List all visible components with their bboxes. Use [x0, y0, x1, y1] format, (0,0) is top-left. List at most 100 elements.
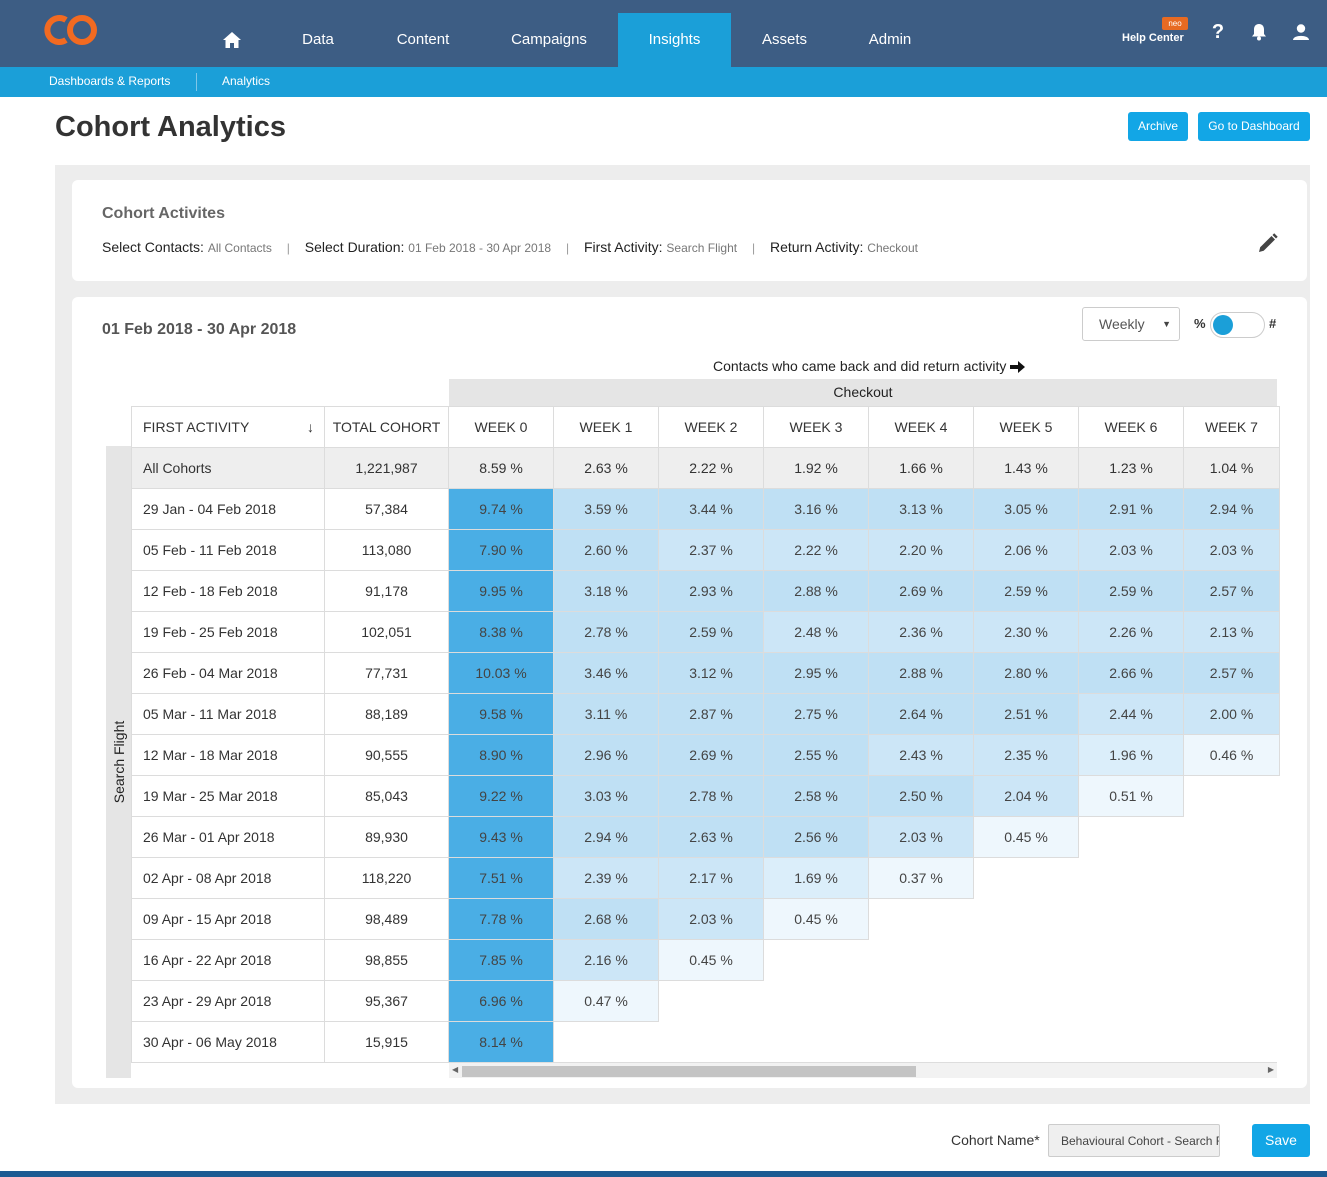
empty-cell [974, 899, 1079, 940]
cohort-week-value: 2.56 % [763, 816, 869, 858]
all-cohorts-week-value: 1.92 % [763, 447, 869, 489]
duration-label: Select Duration: [304, 239, 405, 255]
empty-cell [869, 1022, 974, 1063]
empty-cell [764, 981, 869, 1022]
nav-assets[interactable]: Assets [761, 31, 807, 48]
help-center-link[interactable]: Help Center [1122, 32, 1184, 44]
all-cohorts-week-value: 1.43 % [973, 447, 1079, 489]
cohort-week-value: 2.03 % [1183, 529, 1280, 571]
table-row: 26 Feb - 04 Mar 2018 77,731 10.03 % 3.46 % 3… [131, 652, 1280, 694]
cohort-week-value: 0.45 % [763, 898, 869, 940]
period-select[interactable]: Weekly ▼ [1082, 307, 1180, 341]
contacts-label: Select Contacts: [102, 239, 204, 255]
cohort-week-value: 3.18 % [553, 570, 659, 612]
nav-admin[interactable]: Admin [868, 31, 912, 48]
table-row: 05 Feb - 11 Feb 2018 113,080 7.90 % 2.60 % 2… [131, 529, 1280, 571]
table-row: 05 Mar - 11 Mar 2018 88,189 9.58 % 3.11 % 2.… [131, 693, 1280, 735]
empty-cell [554, 1022, 659, 1063]
subnav-analytics[interactable]: Analytics [222, 74, 271, 88]
scroll-right-icon[interactable]: ▶ [1267, 1065, 1274, 1074]
scroll-left-icon[interactable]: ◀ [452, 1065, 459, 1074]
col-week-6: WEEK 6 [1078, 406, 1184, 448]
horizontal-scrollbar[interactable]: ◀ ▶ [449, 1062, 1277, 1078]
archive-button[interactable]: Archive [1128, 112, 1188, 141]
empty-cell [869, 981, 974, 1022]
table-row: 12 Feb - 18 Feb 2018 91,178 9.95 % 3.18 % 2.… [131, 570, 1280, 612]
filter-separator: | [752, 241, 756, 255]
cohort-week-value: 2.43 % [868, 734, 974, 776]
cohort-row-label: 16 Apr - 22 Apr 2018 [131, 939, 325, 981]
all-cohorts-week-value: 2.63 % [553, 447, 659, 489]
cohort-week-value: 2.04 % [973, 775, 1079, 817]
table-row: 19 Feb - 25 Feb 2018 102,051 8.38 % 2.78 % 2… [131, 611, 1280, 653]
cohort-week-value: 2.95 % [763, 652, 869, 694]
col-week-3: WEEK 3 [763, 406, 869, 448]
cohort-row-total: 113,080 [324, 529, 449, 571]
nav-campaigns[interactable]: Campaigns [511, 31, 587, 48]
cohort-week-value: 2.59 % [973, 570, 1079, 612]
toggle-knob [1213, 315, 1233, 335]
arrow-right-icon [1010, 361, 1026, 374]
empty-cell [659, 981, 764, 1022]
scrollbar-thumb[interactable] [462, 1066, 916, 1077]
cohort-row-label: 30 Apr - 06 May 2018 [131, 1021, 325, 1063]
user-icon[interactable] [1289, 20, 1313, 44]
cohort-activities-card: Cohort Activites Select Contacts: All Co… [72, 180, 1307, 281]
empty-cell [764, 1022, 869, 1063]
cohort-week-value: 10.03 % [448, 652, 554, 694]
percent-count-toggle[interactable] [1210, 312, 1265, 338]
cohort-week-value: 0.51 % [1078, 775, 1184, 817]
cohort-week-value: 2.03 % [1078, 529, 1184, 571]
cohort-week-value: 2.69 % [658, 734, 764, 776]
col-week-7: WEEK 7 [1183, 406, 1280, 448]
cohort-week-value: 3.12 % [658, 652, 764, 694]
edit-icon[interactable] [1255, 232, 1279, 256]
cohort-week-value: 9.95 % [448, 570, 554, 612]
cohort-week-value: 2.87 % [658, 693, 764, 735]
cohort-row-label: 29 Jan - 04 Feb 2018 [131, 488, 325, 530]
cohort-week-value: 2.36 % [868, 611, 974, 653]
cohort-row-label: 26 Feb - 04 Mar 2018 [131, 652, 325, 694]
cohort-row-total: 15,915 [324, 1021, 449, 1063]
duration-value: 01 Feb 2018 - 30 Apr 2018 [408, 241, 552, 255]
go-to-dashboard-button[interactable]: Go to Dashboard [1198, 112, 1310, 141]
empty-cell [1184, 776, 1280, 817]
nav-data[interactable]: Data [302, 31, 334, 48]
cohort-row-label: 26 Mar - 01 Apr 2018 [131, 816, 325, 858]
cohort-week-value: 2.03 % [658, 898, 764, 940]
cohort-week-value: 9.74 % [448, 488, 554, 530]
cohort-name-input[interactable] [1048, 1124, 1220, 1157]
cohort-row-total: 102,051 [324, 611, 449, 653]
sub-nav: Dashboards & Reports Analytics [0, 67, 1327, 97]
cohort-table-body: All Cohorts 1,221,987 8.59 % 2.63 % 2.22… [131, 447, 1280, 1063]
cohort-week-value: 3.05 % [973, 488, 1079, 530]
nav-home[interactable] [212, 13, 252, 67]
all-cohorts-week-value: 1.23 % [1078, 447, 1184, 489]
nav-insights[interactable]: Insights [618, 13, 731, 67]
logo-icon[interactable] [38, 10, 102, 50]
col-total-cohort: TOTAL COHORT [324, 406, 449, 448]
help-icon[interactable]: ? [1211, 20, 1225, 43]
first-activity-label: First Activity: [583, 239, 663, 255]
nav-content[interactable]: Content [396, 31, 450, 48]
save-button[interactable]: Save [1252, 1124, 1310, 1157]
cohort-week-value: 2.68 % [553, 898, 659, 940]
empty-cell [974, 858, 1079, 899]
empty-cell [974, 981, 1079, 1022]
cohort-week-value: 0.45 % [658, 939, 764, 981]
subnav-dashboards-reports[interactable]: Dashboards & Reports [49, 74, 171, 88]
filter-separator: | [565, 241, 570, 255]
empty-cell [1079, 940, 1184, 981]
empty-cell [1184, 899, 1280, 940]
cohort-row-label: 05 Mar - 11 Mar 2018 [131, 693, 325, 735]
col-first-activity[interactable]: FIRST ACTIVITY ↓ [131, 406, 325, 448]
cohort-row-label: 19 Mar - 25 Mar 2018 [131, 775, 325, 817]
cohort-row-total: 98,855 [324, 939, 449, 981]
toggle-percent-label: % [1194, 316, 1206, 331]
bell-icon[interactable] [1247, 20, 1271, 44]
cohort-week-value: 2.58 % [763, 775, 869, 817]
cohort-week-value: 0.45 % [973, 816, 1079, 858]
cohort-week-value: 2.78 % [553, 611, 659, 653]
cohort-row-total: 98,489 [324, 898, 449, 940]
sort-down-icon[interactable]: ↓ [307, 419, 314, 435]
